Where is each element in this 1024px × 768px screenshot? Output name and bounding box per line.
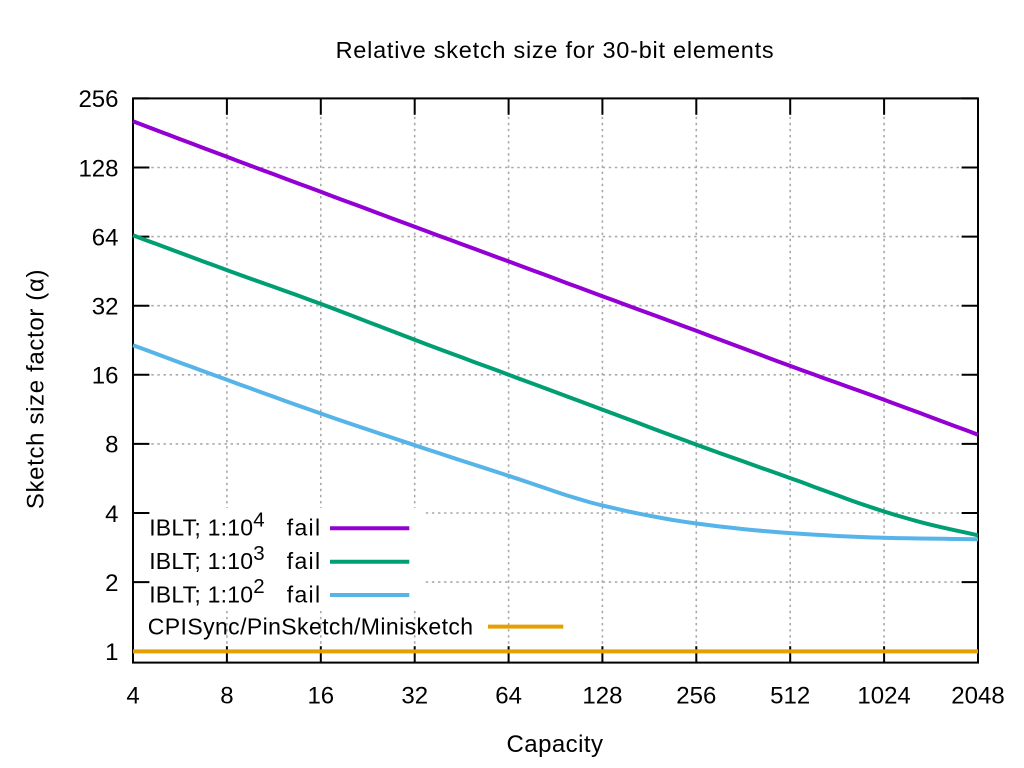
svg-text:2: 2	[105, 570, 118, 597]
svg-text:4: 4	[126, 682, 139, 709]
svg-text:IBLT; 1:104 fail: IBLT; 1:104 fail	[149, 509, 321, 541]
svg-text:128: 128	[78, 155, 118, 182]
svg-text:IBLT; 1:102 fail: IBLT; 1:102 fail	[149, 575, 321, 607]
svg-text:1: 1	[105, 639, 118, 666]
svg-text:2048: 2048	[951, 682, 1004, 709]
svg-text:IBLT; 1:103 fail: IBLT; 1:103 fail	[149, 542, 321, 574]
svg-text:256: 256	[676, 682, 716, 709]
svg-text:32: 32	[401, 682, 428, 709]
svg-text:4: 4	[105, 501, 118, 528]
svg-text:64: 64	[495, 682, 522, 709]
svg-text:Capacity: Capacity	[507, 731, 604, 758]
svg-text:128: 128	[582, 682, 622, 709]
svg-text:1024: 1024	[857, 682, 910, 709]
svg-text:CPISync/PinSketch/Minisketch: CPISync/PinSketch/Minisketch	[148, 613, 474, 639]
svg-text:512: 512	[770, 682, 810, 709]
svg-text:16: 16	[92, 363, 119, 390]
svg-text:32: 32	[92, 294, 119, 321]
svg-text:8: 8	[105, 432, 118, 459]
svg-text:16: 16	[307, 682, 334, 709]
svg-text:Sketch size factor (α): Sketch size factor (α)	[23, 269, 50, 509]
svg-text:8: 8	[220, 682, 233, 709]
svg-text:256: 256	[78, 86, 118, 113]
svg-text:64: 64	[92, 224, 119, 251]
svg-text:Relative sketch size for 30-bi: Relative sketch size for 30-bit elements	[336, 37, 775, 63]
